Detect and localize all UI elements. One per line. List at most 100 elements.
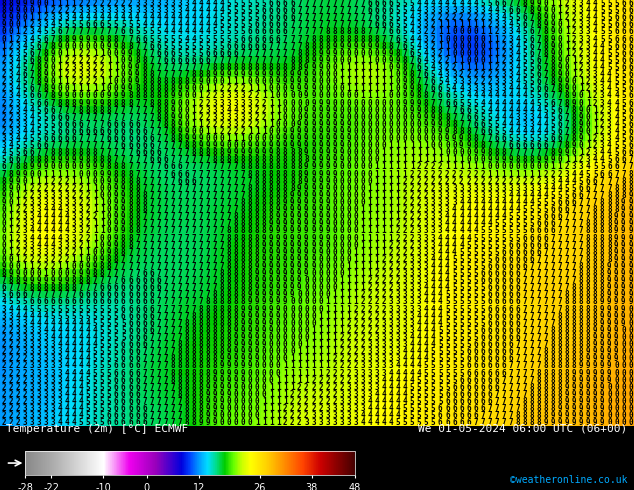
Text: 4: 4 <box>522 198 527 207</box>
Text: 1: 1 <box>586 98 590 107</box>
Text: 7: 7 <box>72 106 76 115</box>
Text: 1: 1 <box>572 155 576 164</box>
Text: 7: 7 <box>551 248 555 257</box>
Text: 1: 1 <box>586 134 590 143</box>
Text: 1: 1 <box>262 418 266 427</box>
Text: 2: 2 <box>368 305 372 314</box>
Text: 4: 4 <box>438 283 443 292</box>
Text: 4: 4 <box>543 113 548 122</box>
Text: 7: 7 <box>142 220 146 228</box>
Text: 6: 6 <box>128 120 133 129</box>
Text: 0: 0 <box>614 397 619 406</box>
Text: 0: 0 <box>368 98 372 107</box>
Text: 8: 8 <box>529 383 534 392</box>
Text: 4: 4 <box>58 340 62 349</box>
Text: 7: 7 <box>163 383 168 392</box>
Text: 8: 8 <box>262 155 266 164</box>
Text: 8: 8 <box>178 390 182 399</box>
Text: 0: 0 <box>184 113 189 122</box>
Text: 8: 8 <box>248 63 252 72</box>
Text: 5: 5 <box>198 35 203 44</box>
Text: 3: 3 <box>424 276 429 285</box>
Text: 9: 9 <box>248 362 252 370</box>
Text: 6: 6 <box>65 113 69 122</box>
Text: 0: 0 <box>389 113 393 122</box>
Text: 7: 7 <box>171 177 175 186</box>
Text: 7: 7 <box>529 148 534 157</box>
Text: 8: 8 <box>424 106 429 115</box>
Text: 6: 6 <box>135 404 139 413</box>
Text: 6: 6 <box>15 291 20 299</box>
Text: 7: 7 <box>488 411 492 420</box>
Text: 9: 9 <box>297 191 302 200</box>
Text: 6: 6 <box>466 411 471 420</box>
Text: 4: 4 <box>389 383 393 392</box>
Text: 4: 4 <box>65 326 69 335</box>
Text: 7: 7 <box>149 226 154 235</box>
Text: 2: 2 <box>361 326 365 335</box>
Text: 8: 8 <box>184 376 189 385</box>
Text: 9: 9 <box>403 70 408 79</box>
Text: 1: 1 <box>382 220 386 228</box>
Text: 0: 0 <box>353 198 358 207</box>
Text: 8: 8 <box>114 35 119 44</box>
Text: 9: 9 <box>269 283 273 292</box>
Text: 1: 1 <box>93 49 98 58</box>
Text: 4: 4 <box>93 13 98 22</box>
Text: 8: 8 <box>121 98 126 107</box>
Text: 8: 8 <box>248 248 252 257</box>
Text: 2: 2 <box>480 13 485 22</box>
Text: 8: 8 <box>579 283 583 292</box>
Text: 8: 8 <box>184 368 189 377</box>
Text: 2: 2 <box>1 70 6 79</box>
Text: 0: 0 <box>58 84 62 93</box>
Text: 1: 1 <box>276 383 281 392</box>
Text: 6: 6 <box>515 319 520 328</box>
Text: 9: 9 <box>51 155 55 164</box>
Text: 1: 1 <box>389 177 393 186</box>
Text: 4: 4 <box>86 368 91 377</box>
Text: 4: 4 <box>495 205 499 214</box>
Text: 6: 6 <box>276 21 281 29</box>
Text: 3: 3 <box>65 13 69 22</box>
Text: 5: 5 <box>445 354 450 363</box>
Text: 7: 7 <box>248 56 252 65</box>
Text: 9: 9 <box>276 234 281 243</box>
Text: 5: 5 <box>522 49 527 58</box>
Text: 0: 0 <box>226 411 231 420</box>
Text: 0: 0 <box>226 404 231 413</box>
Text: 0: 0 <box>396 113 400 122</box>
Text: 2: 2 <box>8 42 13 50</box>
Text: 5: 5 <box>600 35 605 44</box>
Text: 4: 4 <box>375 390 379 399</box>
Text: 5: 5 <box>171 35 175 44</box>
Text: 2: 2 <box>346 326 351 335</box>
Text: 7: 7 <box>121 106 126 115</box>
Text: 8: 8 <box>269 205 273 214</box>
Text: 9: 9 <box>593 333 598 342</box>
Text: 1: 1 <box>361 234 365 243</box>
Text: 7: 7 <box>311 6 316 15</box>
Text: 8: 8 <box>107 262 112 271</box>
Text: 6: 6 <box>495 283 499 292</box>
Text: 5: 5 <box>44 27 48 36</box>
Text: 2: 2 <box>565 163 569 172</box>
Text: 8: 8 <box>283 70 288 79</box>
Text: 4: 4 <box>86 354 91 363</box>
Text: 0: 0 <box>255 77 259 86</box>
Text: 8: 8 <box>262 212 266 221</box>
Text: 1: 1 <box>480 27 485 36</box>
Text: 6: 6 <box>473 368 478 377</box>
Text: 7: 7 <box>51 141 55 150</box>
Text: 0: 0 <box>269 134 273 143</box>
Text: 1: 1 <box>241 77 245 86</box>
Text: 2: 2 <box>445 170 450 178</box>
Text: 8: 8 <box>600 262 605 271</box>
Text: 9: 9 <box>614 333 619 342</box>
Text: 8: 8 <box>241 155 245 164</box>
Text: 0: 0 <box>396 127 400 136</box>
Text: 5: 5 <box>515 134 520 143</box>
Text: 0: 0 <box>248 404 252 413</box>
Text: 1: 1 <box>290 362 295 370</box>
Text: 8: 8 <box>565 326 569 335</box>
